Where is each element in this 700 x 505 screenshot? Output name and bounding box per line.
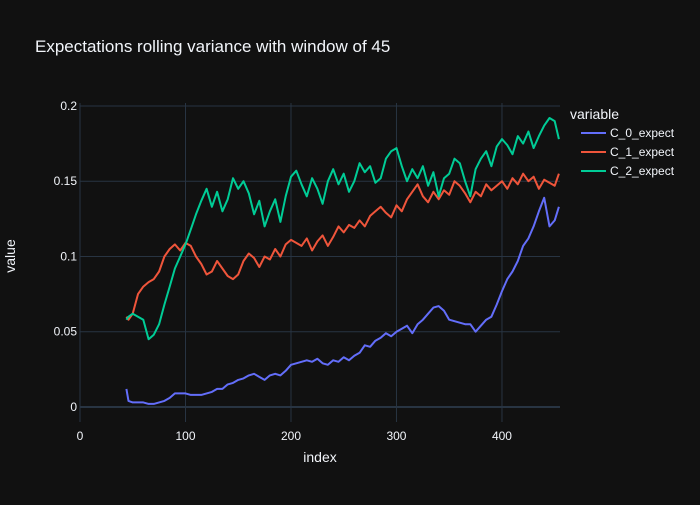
x-tick-label: 200	[281, 429, 301, 443]
legend-label: C_1_expect	[610, 145, 675, 159]
legend-item-c-0-expect[interactable]: C_0_expect	[581, 126, 675, 140]
x-tick-label: 0	[77, 429, 84, 443]
y-tick-label: 0.15	[54, 174, 78, 188]
x-tick-label: 300	[386, 429, 406, 443]
legend[interactable]: variable C_0_expect C_1_expect C_2_expect	[570, 106, 675, 178]
series-lines	[125, 117, 560, 405]
series-line-c-2-expect	[125, 117, 560, 341]
axis-ticks: 0 100 200 300 400 0 0.05 0.1 0.15 0.2	[54, 99, 513, 443]
y-tick-label: 0.05	[54, 325, 78, 339]
y-axis-title: value	[2, 239, 18, 273]
x-tick-label: 400	[492, 429, 512, 443]
y-tick-label: 0	[70, 400, 77, 414]
legend-label: C_0_expect	[610, 126, 675, 140]
y-tick-label: 0.2	[60, 99, 77, 113]
legend-item-c-2-expect[interactable]: C_2_expect	[581, 164, 675, 178]
series-line-c-0-expect	[125, 196, 560, 405]
chart-title: Expectations rolling variance with windo…	[35, 37, 390, 56]
y-tick-label: 0.1	[60, 249, 77, 263]
series-line-c-1-expect	[125, 172, 560, 321]
grid	[79, 103, 560, 422]
legend-label: C_2_expect	[610, 164, 675, 178]
x-tick-label: 100	[175, 429, 195, 443]
x-axis-title: index	[303, 449, 336, 465]
legend-item-c-1-expect[interactable]: C_1_expect	[581, 145, 675, 159]
legend-title: variable	[570, 106, 619, 122]
